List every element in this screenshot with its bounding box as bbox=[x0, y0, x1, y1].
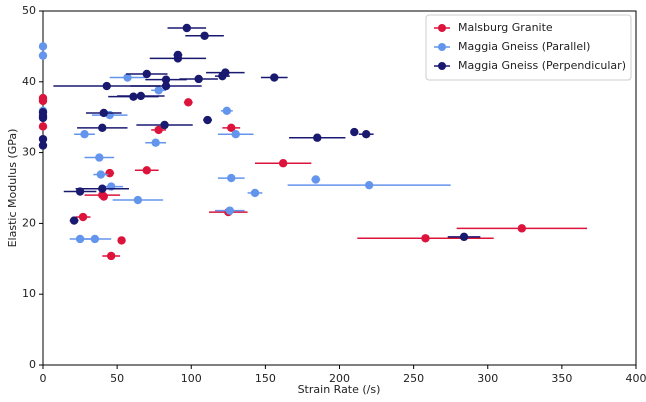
data-point bbox=[99, 192, 108, 201]
x-tick-label: 200 bbox=[329, 372, 350, 385]
data-point bbox=[99, 108, 108, 118]
data-point bbox=[123, 73, 132, 82]
data-point bbox=[78, 212, 88, 222]
x-tick-label: 0 bbox=[40, 372, 47, 385]
legend-marker bbox=[438, 62, 446, 70]
data-point bbox=[106, 251, 116, 261]
legend-label: Maggia Gneiss (Perpendicular) bbox=[458, 59, 626, 72]
data-point bbox=[421, 234, 430, 243]
legend-marker bbox=[438, 43, 446, 51]
data-point bbox=[142, 166, 151, 175]
data-point bbox=[203, 115, 212, 125]
data-point bbox=[361, 129, 371, 139]
data-point bbox=[250, 188, 260, 198]
data-point bbox=[311, 175, 320, 184]
data-point bbox=[154, 86, 163, 95]
data-point bbox=[90, 234, 100, 244]
data-point bbox=[194, 74, 203, 84]
data-point bbox=[38, 113, 48, 123]
data-point bbox=[200, 31, 209, 40]
legend-label: Malsburg Granite bbox=[458, 21, 553, 34]
legend-marker bbox=[438, 24, 446, 32]
data-point bbox=[161, 81, 171, 91]
data-point bbox=[98, 123, 107, 133]
data-point bbox=[459, 232, 469, 242]
x-tick-label: 100 bbox=[181, 372, 202, 385]
legend-box bbox=[425, 14, 632, 81]
data-point bbox=[154, 125, 163, 135]
legend-label: Maggia Gneiss (Parallel) bbox=[458, 40, 590, 53]
data-point bbox=[350, 127, 359, 137]
data-point bbox=[161, 75, 171, 84]
data-point bbox=[227, 123, 236, 133]
data-point bbox=[69, 216, 79, 225]
data-point bbox=[160, 120, 169, 130]
x-tick-label: 400 bbox=[626, 372, 646, 385]
data-point bbox=[225, 206, 234, 215]
data-point bbox=[102, 81, 111, 91]
y-tick-label: 0 bbox=[29, 358, 36, 371]
data-point bbox=[173, 54, 183, 63]
x-tick-label: 300 bbox=[477, 372, 498, 385]
y-tick-label: 50 bbox=[22, 4, 36, 17]
data-point bbox=[517, 224, 527, 233]
x-axis-label: Strain Rate (/s) bbox=[298, 383, 381, 396]
data-point bbox=[182, 23, 192, 33]
data-point bbox=[136, 91, 146, 101]
data-point bbox=[222, 106, 232, 116]
data-point bbox=[38, 51, 48, 60]
x-tick-label: 250 bbox=[403, 372, 424, 385]
data-point bbox=[151, 138, 160, 147]
data-point bbox=[106, 182, 116, 191]
data-point bbox=[96, 170, 106, 179]
data-point bbox=[38, 141, 48, 150]
y-axis-label: Elastic Modulus (GPa) bbox=[6, 129, 19, 248]
data-point bbox=[184, 98, 193, 107]
y-tick-label: 40 bbox=[22, 75, 36, 88]
data-point bbox=[38, 96, 48, 106]
data-point bbox=[278, 159, 288, 168]
data-point bbox=[227, 173, 236, 183]
data-point bbox=[133, 195, 143, 205]
data-point bbox=[105, 168, 114, 178]
x-tick-label: 350 bbox=[551, 372, 572, 385]
data-point bbox=[38, 42, 48, 51]
data-point bbox=[95, 153, 104, 162]
data-point bbox=[117, 236, 126, 245]
data-point bbox=[80, 129, 89, 139]
data-point bbox=[270, 73, 279, 82]
y-tick-label: 10 bbox=[22, 287, 36, 300]
y-tick-label: 20 bbox=[22, 216, 36, 229]
data-point bbox=[75, 187, 85, 196]
x-tick-label: 50 bbox=[110, 372, 124, 385]
x-tick-label: 150 bbox=[255, 372, 276, 385]
data-point bbox=[218, 71, 227, 81]
data-point bbox=[142, 69, 151, 79]
data-point bbox=[38, 122, 48, 131]
data-point bbox=[231, 129, 240, 139]
data-point bbox=[98, 184, 107, 193]
data-point bbox=[313, 133, 322, 142]
y-tick-label: 30 bbox=[22, 146, 36, 159]
data-point bbox=[364, 180, 374, 190]
data-point bbox=[38, 134, 48, 144]
